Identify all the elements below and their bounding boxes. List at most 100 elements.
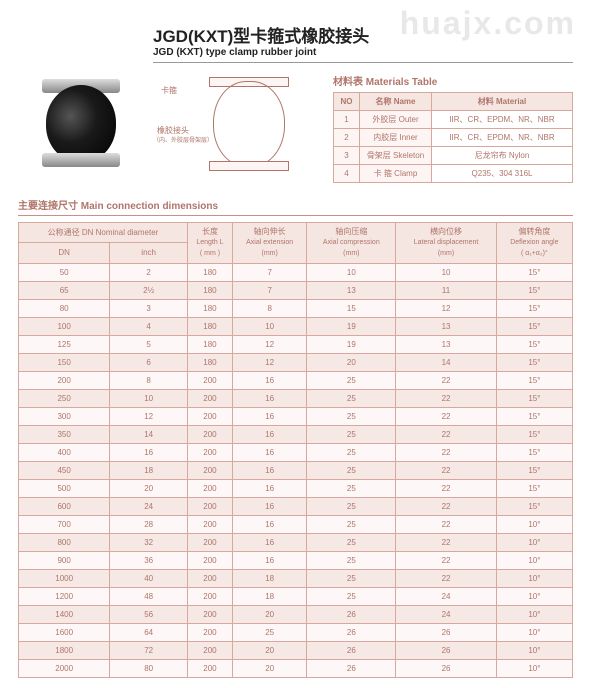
cell-dn: 400 [19,443,110,461]
cell-compression: 25 [307,407,396,425]
main-table-row: 10004020018252210° [19,569,573,587]
joint-body-shape [46,85,116,163]
cell-compression: 26 [307,641,396,659]
cell-lateral: 10 [396,263,496,281]
cell-length: 180 [187,299,232,317]
cell-inch: 48 [110,587,188,605]
cell-dn: 600 [19,497,110,515]
cell-inch: 56 [110,605,188,623]
materials-cell-material: IIR、CR、EPDM、NR、NBR [432,129,573,147]
cell-angle: 10° [496,515,572,533]
cell-length: 180 [187,335,232,353]
cell-length: 200 [187,515,232,533]
cell-extension: 7 [232,263,306,281]
cell-lateral: 26 [396,641,496,659]
cell-inch: 6 [110,353,188,371]
cell-extension: 16 [232,533,306,551]
cell-inch: 8 [110,371,188,389]
cell-dn: 150 [19,353,110,371]
cell-compression: 25 [307,497,396,515]
cell-lateral: 11 [396,281,496,299]
cell-angle: 15° [496,317,572,335]
cell-length: 200 [187,659,232,677]
cell-dn: 1400 [19,605,110,623]
cell-angle: 15° [496,353,572,371]
cell-lateral: 26 [396,623,496,641]
cell-compression: 25 [307,587,396,605]
cell-compression: 10 [307,263,396,281]
cell-angle: 10° [496,587,572,605]
cell-angle: 15° [496,281,572,299]
main-table-row: 4501820016252215° [19,461,573,479]
cell-lateral: 24 [396,605,496,623]
main-table-row: 20008020020262610° [19,659,573,677]
diagram-body-outline [213,81,285,167]
title-english: JGD (KXT) type clamp rubber joint [153,47,573,58]
materials-cell-name: 外胶层 Outer [360,111,432,129]
cell-lateral: 22 [396,407,496,425]
cell-dn: 700 [19,515,110,533]
main-table-row: 9003620016252210° [19,551,573,569]
main-header-inch: inch [110,243,188,263]
materials-section: 材料表 Materials Table NO 名称 Name 材料 Materi… [333,73,573,183]
cell-extension: 16 [232,497,306,515]
cell-compression: 26 [307,623,396,641]
main-table-row: 150618012201415° [19,353,573,371]
cell-dn: 100 [19,317,110,335]
title-chinese: JGD(KXT)型卡箍式橡胶接头 [153,22,573,47]
cell-length: 200 [187,479,232,497]
cell-length: 200 [187,371,232,389]
materials-header-material: 材料 Material [432,93,573,111]
cell-dn: 1600 [19,623,110,641]
cell-compression: 25 [307,533,396,551]
materials-cell-material: Q235、304 316L [432,165,573,183]
cell-lateral: 14 [396,353,496,371]
materials-cell-no: 4 [334,165,360,183]
cell-length: 200 [187,497,232,515]
cell-inch: 5 [110,335,188,353]
cell-inch: 28 [110,515,188,533]
materials-row: 1外胶层 OuterIIR、CR、EPDM、NR、NBR [334,111,573,129]
cell-compression: 19 [307,317,396,335]
cell-lateral: 22 [396,515,496,533]
cell-extension: 16 [232,443,306,461]
cell-inch: 40 [110,569,188,587]
cell-length: 180 [187,281,232,299]
materials-cell-name: 卡 箍 Clamp [360,165,432,183]
length-en: Length L [196,239,223,246]
cell-lateral: 13 [396,317,496,335]
materials-row: 2内胶层 InnerIIR、CR、EPDM、NR、NBR [334,129,573,147]
cell-length: 200 [187,533,232,551]
cell-extension: 8 [232,299,306,317]
cell-dn: 2000 [19,659,110,677]
main-table-row: 125518012191315° [19,335,573,353]
main-table-row: 5021807101015° [19,263,573,281]
main-table-row: 12004820018252410° [19,587,573,605]
materials-header-row: NO 名称 Name 材料 Material [334,93,573,111]
length-cn: 长度 [202,227,218,236]
comp-unit: (mm) [343,250,359,257]
cell-lateral: 13 [396,335,496,353]
cell-lateral: 22 [396,425,496,443]
cell-dn: 1000 [19,569,110,587]
cell-compression: 19 [307,335,396,353]
cell-angle: 15° [496,425,572,443]
main-table-row: 3001220016252215° [19,407,573,425]
ext-en: Axial extension [246,239,293,246]
clamp-bottom-shape [42,153,120,167]
cell-length: 180 [187,263,232,281]
cell-compression: 25 [307,425,396,443]
cell-angle: 10° [496,605,572,623]
materials-cell-material: 尼龙帘布 Nylon [432,147,573,165]
comp-cn: 轴向压缩 [335,227,367,236]
materials-row: 4卡 箍 ClampQ235、304 316L [334,165,573,183]
cell-inch: 20 [110,479,188,497]
cell-length: 200 [187,407,232,425]
product-diagram: 卡箍 橡胶接头 （内、外胶层骨架层） [153,73,323,173]
cell-extension: 20 [232,641,306,659]
cell-inch: 64 [110,623,188,641]
main-dimensions-table: 公称通径 DN Nominal diameter 长度 Length L ( m… [18,222,573,678]
diagram-label-joint-sub: （内、外胶层骨架层） [153,135,213,144]
cell-dn: 65 [19,281,110,299]
cell-extension: 16 [232,389,306,407]
